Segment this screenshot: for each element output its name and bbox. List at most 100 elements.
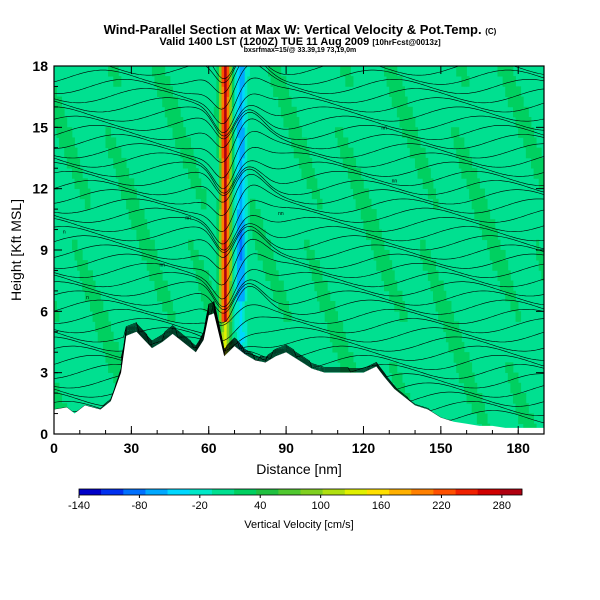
field-cell — [301, 86, 305, 97]
field-cell — [172, 96, 176, 108]
field-cell — [229, 106, 233, 118]
isentrope-line — [54, 109, 544, 140]
field-cell — [456, 352, 460, 363]
field-cell — [494, 413, 498, 425]
field-cell — [157, 198, 161, 210]
field-cell — [337, 127, 341, 138]
field-cell — [237, 280, 240, 292]
field-cell — [234, 331, 238, 343]
field-cell — [489, 372, 493, 384]
field-cell — [507, 76, 511, 87]
field-cell — [319, 301, 323, 312]
field-cell — [267, 249, 271, 261]
field-cell — [512, 382, 516, 394]
field-cell — [438, 147, 442, 159]
field-cell — [456, 66, 460, 77]
field-cell — [507, 86, 511, 97]
field-cell — [487, 239, 491, 251]
field-cell — [373, 219, 377, 230]
field-cell — [345, 198, 349, 210]
field-cell — [502, 280, 506, 292]
field-cell — [229, 341, 233, 353]
field-cell — [242, 260, 246, 271]
field-cell — [466, 372, 470, 384]
field-cell — [128, 249, 132, 261]
field-cell — [157, 76, 161, 87]
field-cell — [100, 168, 104, 179]
field-cell — [221, 219, 225, 230]
field-cell — [322, 157, 326, 169]
field-cell — [257, 66, 261, 77]
field-cell — [371, 352, 375, 363]
field-cell — [164, 290, 168, 302]
isentrope-label: nn — [392, 179, 398, 185]
field-cell — [461, 301, 465, 312]
field-cell — [471, 393, 475, 404]
field-cell — [242, 229, 246, 241]
field-cell — [239, 260, 243, 271]
field-cell — [316, 117, 320, 128]
field-cell — [54, 301, 57, 312]
field-cell — [66, 127, 70, 138]
field-cell — [61, 290, 65, 302]
field-cell — [100, 311, 104, 322]
field-cell — [386, 127, 390, 138]
field-cell — [105, 137, 109, 149]
field-cell — [242, 290, 246, 302]
field-cell — [412, 117, 416, 128]
field-cell — [425, 321, 429, 333]
field-cell — [102, 198, 106, 210]
field-cell — [311, 331, 315, 343]
field-cell — [360, 178, 364, 189]
field-cell — [286, 106, 289, 118]
field-cell — [363, 198, 367, 210]
colorbar-label: Vertical Velocity [cm/s] — [244, 519, 353, 531]
field-cell — [412, 127, 416, 138]
field-cell — [113, 219, 117, 230]
field-cell — [56, 106, 60, 118]
field-cell — [218, 219, 222, 230]
field-cell — [409, 137, 413, 149]
field-cell — [198, 137, 202, 149]
field-cell — [430, 280, 434, 292]
field-cell — [533, 137, 537, 149]
field-cell — [239, 137, 243, 149]
isentrope-label: n — [86, 295, 89, 301]
y-axis-label: Height [Kft MSL] — [8, 199, 24, 301]
field-cell — [270, 280, 274, 292]
isentrope-label: nn — [278, 211, 284, 217]
field-cell — [146, 249, 150, 261]
field-cell — [224, 209, 228, 220]
field-cell — [463, 352, 467, 363]
field-cell — [293, 127, 297, 138]
field-cell — [332, 178, 336, 189]
field-cell — [391, 239, 395, 251]
field-cell — [525, 106, 529, 118]
field-cell — [115, 76, 119, 87]
field-cell — [247, 341, 251, 353]
field-cell — [100, 331, 104, 343]
field-cell — [131, 188, 135, 200]
field-cell — [185, 311, 189, 322]
field-cell — [226, 66, 230, 77]
field-cell — [466, 147, 470, 159]
field-cell — [144, 239, 148, 251]
field-cell — [533, 76, 537, 87]
isentrope-line — [54, 305, 544, 361]
field-cell — [438, 352, 442, 363]
field-cell — [239, 290, 243, 302]
field-cell — [355, 341, 359, 353]
field-cell — [54, 86, 57, 97]
field-cell — [316, 137, 320, 149]
field-cell — [229, 157, 233, 169]
field-cell — [182, 157, 186, 169]
field-cell — [402, 301, 406, 312]
field-cell — [141, 209, 145, 220]
field-cell — [242, 311, 246, 322]
field-cell — [208, 301, 212, 312]
field-cell — [190, 117, 194, 128]
field-cell — [206, 301, 210, 312]
field-cell — [298, 270, 302, 281]
field-cell — [229, 168, 233, 179]
field-cell — [505, 229, 509, 241]
